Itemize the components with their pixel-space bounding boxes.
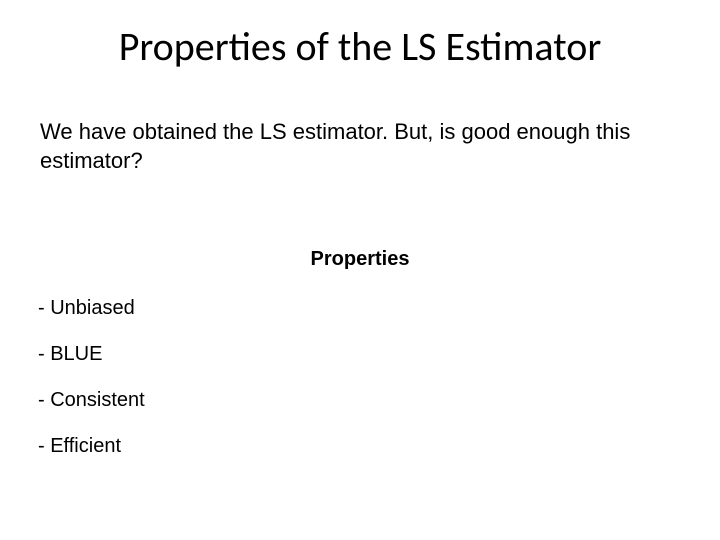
list-item: - Consistent xyxy=(38,388,638,412)
list-item: - Unbiased xyxy=(38,296,638,320)
slide-title: Properties of the LS Estimator xyxy=(0,22,720,71)
list-item: - BLUE xyxy=(38,342,638,366)
properties-subheading: Properties xyxy=(0,248,720,271)
intro-text: We have obtained the LS estimator. But, … xyxy=(40,118,640,175)
slide: Properties of the LS Estimator We have o… xyxy=(0,0,720,540)
properties-list: - Unbiased - BLUE - Consistent - Efficie… xyxy=(38,296,638,480)
list-item: - Efficient xyxy=(38,434,638,458)
